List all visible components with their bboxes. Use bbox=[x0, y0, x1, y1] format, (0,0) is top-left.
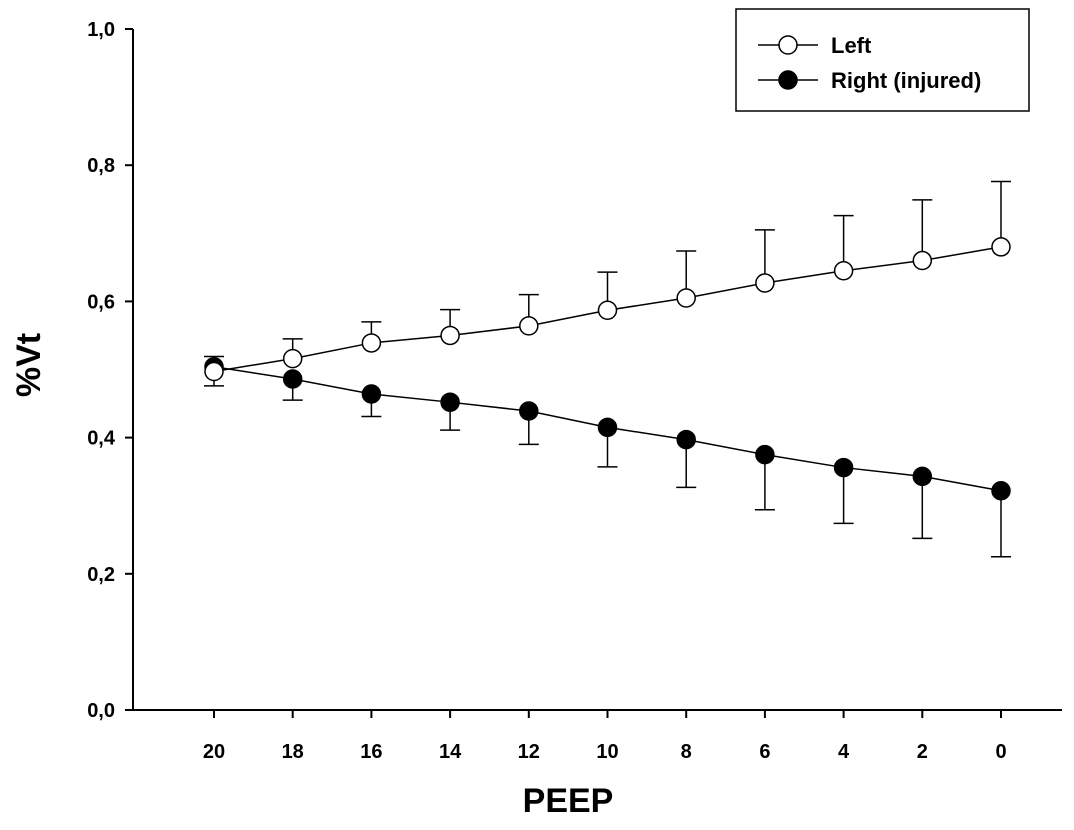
data-point-right bbox=[361, 384, 382, 404]
data-point-right bbox=[755, 444, 775, 465]
data-point-right bbox=[676, 429, 696, 450]
x-tick-label: 18 bbox=[282, 741, 304, 763]
x-tick-label: 8 bbox=[681, 741, 692, 763]
x-tick-label: 4 bbox=[838, 741, 850, 763]
y-axis-title: %Vt bbox=[10, 333, 48, 397]
x-tick-label: 20 bbox=[203, 741, 225, 763]
data-point-right bbox=[991, 480, 1011, 501]
x-tick-label: 12 bbox=[518, 741, 540, 763]
data-point-left bbox=[991, 237, 1011, 257]
y-tick-label: 0,2 bbox=[87, 564, 115, 586]
legend-marker-right bbox=[778, 70, 798, 90]
data-point-left bbox=[676, 288, 696, 308]
data-point-right bbox=[282, 369, 303, 389]
x-axis-ticks: 20 18 16 14 12 10 8 6 4 2 0 bbox=[203, 710, 1007, 763]
data-point-left bbox=[361, 333, 382, 353]
data-point-left bbox=[204, 361, 224, 382]
series-layer bbox=[204, 180, 1011, 558]
axes bbox=[132, 29, 1062, 711]
data-point-right bbox=[440, 392, 460, 412]
y-tick-label: 0,0 bbox=[87, 700, 115, 722]
legend-marker-left bbox=[778, 35, 798, 55]
x-tick-label: 14 bbox=[439, 741, 462, 763]
data-point-left bbox=[282, 348, 303, 369]
y-tick-label: 0,8 bbox=[87, 155, 115, 177]
legend-label-right: Right (injured) bbox=[831, 68, 981, 93]
legend-label-left: Left bbox=[831, 33, 872, 58]
x-tick-label: 16 bbox=[360, 741, 382, 763]
x-tick-label: 10 bbox=[596, 741, 618, 763]
series-left bbox=[204, 180, 1011, 382]
x-tick-label: 0 bbox=[995, 741, 1006, 763]
data-point-right bbox=[597, 417, 618, 438]
data-point-left bbox=[440, 325, 460, 346]
x-tick-label: 6 bbox=[759, 741, 770, 763]
x-tick-label: 2 bbox=[917, 741, 928, 763]
data-point-left bbox=[755, 273, 775, 293]
legend: Left Right (injured) bbox=[735, 8, 1030, 112]
data-point-left bbox=[597, 300, 618, 321]
data-point-left bbox=[833, 261, 854, 281]
data-point-right bbox=[912, 466, 933, 487]
x-axis-title: PEEP bbox=[523, 782, 614, 820]
y-tick-label: 0,4 bbox=[87, 428, 116, 450]
data-point-right bbox=[519, 401, 539, 421]
y-axis-ticks: 0,0 0,2 0,4 0,6 0,8 1,0 bbox=[87, 19, 133, 722]
y-tick-label: 0,6 bbox=[87, 291, 115, 313]
series-right bbox=[204, 357, 1011, 558]
legend-box bbox=[735, 8, 1030, 112]
data-point-left bbox=[912, 250, 933, 271]
data-point-right bbox=[833, 457, 854, 478]
y-tick-label: 1,0 bbox=[87, 19, 115, 41]
data-point-left bbox=[519, 316, 539, 336]
